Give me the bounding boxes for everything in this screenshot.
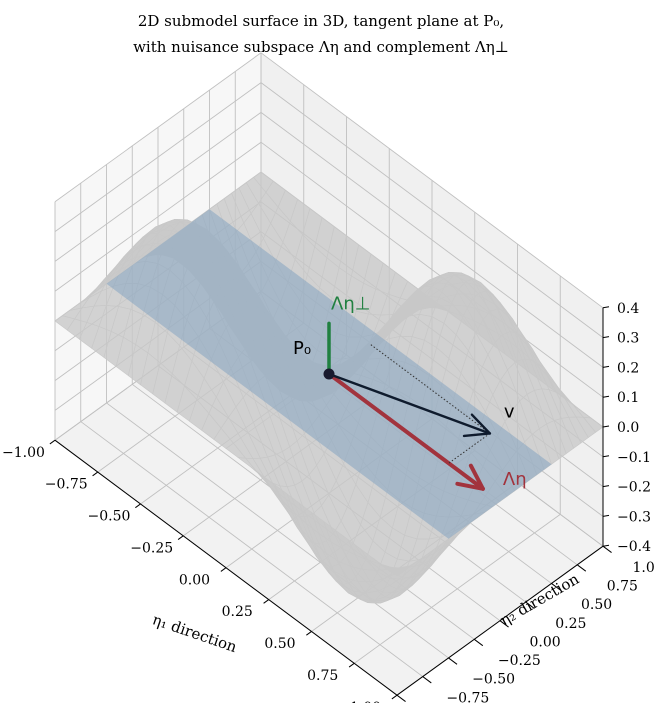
vectors-layer — [323, 321, 492, 491]
y-tick-label: 0.25 — [555, 616, 586, 632]
x-tick-mark — [49, 439, 56, 445]
grid-line — [54, 141, 262, 292]
vector-lambda-eta-arrowhead — [455, 463, 485, 491]
z-tick-label: −0.2 — [617, 480, 651, 496]
grid-line — [260, 112, 604, 368]
y-tick-mark — [448, 657, 458, 665]
y-tick-mark — [396, 694, 406, 702]
z-tick-label: 0.2 — [617, 360, 639, 376]
z-tick-label: 0.0 — [617, 420, 639, 436]
x-tick-label: −0.75 — [45, 477, 88, 493]
vector-label-v: v — [504, 401, 515, 422]
z-tick-mark — [602, 544, 610, 547]
z-tick-mark — [602, 514, 610, 517]
y-tick-mark — [602, 545, 612, 553]
x-tick-mark — [220, 567, 227, 572]
x-tick-label: 0.25 — [222, 604, 253, 620]
grid-line — [54, 82, 262, 232]
y-tick-label: 0.00 — [529, 634, 560, 650]
surface-patch — [383, 566, 406, 577]
tick-labels: −1.00−0.75−0.50−0.250.000.250.500.751.00… — [2, 301, 655, 703]
grid-line — [260, 52, 604, 309]
z-tick-mark — [602, 455, 610, 458]
x-tick-label: 1.00 — [350, 700, 381, 703]
y-tick-label: −0.75 — [446, 690, 489, 703]
y-tick-mark — [525, 601, 535, 609]
x-tick-mark — [135, 503, 141, 509]
x-tick-label: −0.25 — [130, 540, 173, 556]
x-tick-mark — [348, 662, 355, 668]
x-tick-label: 0.00 — [179, 572, 210, 588]
grid-line — [260, 82, 604, 338]
chart-title-line2: with nuisance subspace Λη and complement… — [133, 38, 509, 56]
v-projection-y — [369, 343, 491, 434]
z-tick-mark — [602, 425, 610, 428]
y-tick-label: 0.75 — [607, 579, 638, 595]
vector-label-lambda-eta: Λη — [503, 469, 527, 490]
grid-line — [260, 141, 604, 398]
vector-label-lambda-eta-perp: Λη⊥ — [331, 293, 370, 314]
z-tick-mark — [602, 365, 610, 368]
x-tick-label: −1.00 — [2, 445, 45, 461]
z-tick-label: −0.4 — [617, 539, 651, 555]
vector-lambda-eta-shaft — [327, 372, 485, 491]
grid-line — [353, 513, 561, 664]
y-tick-mark — [576, 564, 587, 572]
grid-line — [54, 52, 262, 203]
z-tick-label: 0.1 — [617, 390, 639, 406]
z-tick-mark — [602, 485, 610, 488]
x-tick-mark — [263, 599, 270, 604]
v-projection-x — [448, 433, 491, 464]
x-tick-label: 0.50 — [264, 636, 295, 652]
grid-line — [54, 112, 262, 262]
y-tick-label: −0.25 — [498, 653, 541, 669]
z-tick-label: 0.4 — [617, 301, 639, 317]
y-tick-label: −0.50 — [472, 672, 515, 688]
x-tick-label: 0.75 — [307, 668, 338, 684]
y-tick-mark — [473, 638, 484, 647]
z-tick-mark — [602, 306, 610, 309]
y-tick-label: 0.50 — [581, 597, 612, 613]
x-tick-mark — [92, 471, 99, 477]
x-tick-label: −0.50 — [88, 509, 131, 525]
vector-v-arrowhead — [462, 413, 492, 438]
x-tick-mark — [306, 631, 312, 636]
y-tick-label: 1.00 — [632, 560, 655, 576]
point-label-p0: P₀ — [293, 338, 311, 359]
y-tick-mark — [422, 676, 432, 684]
z-tick-label: −0.3 — [617, 509, 651, 525]
x-tick-mark — [177, 535, 184, 540]
y-tick-mark — [499, 620, 509, 628]
z-tick-mark — [602, 395, 610, 398]
z-tick-label: −0.1 — [617, 450, 651, 466]
z-tick-mark — [602, 336, 610, 339]
vector-v-shaft — [327, 372, 492, 435]
y-tick-mark — [551, 583, 561, 591]
x-tick-mark — [391, 694, 398, 700]
chart-title-line1: 2D submodel surface in 3D, tangent plane… — [138, 12, 504, 30]
z-tick-label: 0.3 — [617, 331, 639, 347]
point-p0 — [323, 368, 335, 380]
